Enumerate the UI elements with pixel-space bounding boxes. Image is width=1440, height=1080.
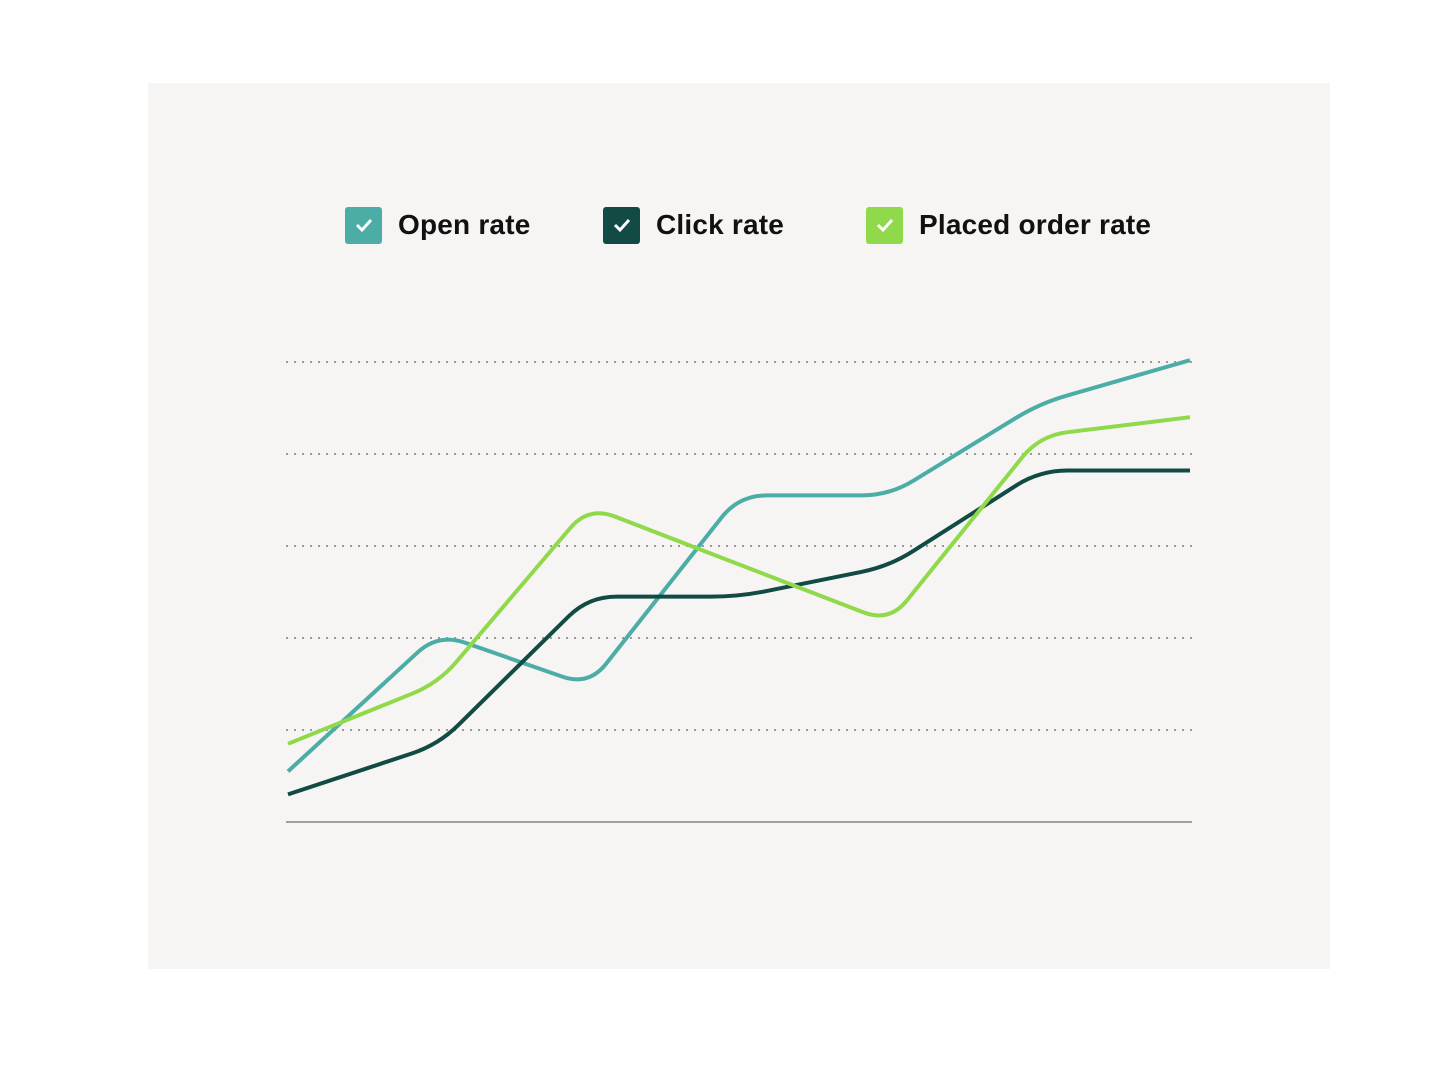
legend-label: Placed order rate [919, 209, 1152, 240]
series-line-open-rate [286, 358, 1191, 773]
checkmark-icon [876, 218, 893, 233]
legend-item-click-rate[interactable]: Click rate [603, 206, 784, 244]
legend-label: Open rate [398, 209, 531, 240]
series-line-placed-order-rate [287, 415, 1191, 746]
checkbox-click-rate[interactable] [603, 206, 640, 244]
checkmark-icon [613, 218, 630, 233]
checkbox-placed-order-rate[interactable] [866, 206, 903, 244]
legend-item-open-rate[interactable]: Open rate [345, 206, 531, 244]
checkbox-open-rate[interactable] [345, 206, 382, 244]
legend-label: Click rate [656, 209, 785, 240]
legend-item-placed-order-rate[interactable]: Placed order rate [866, 206, 1151, 244]
series-line-click-rate [287, 468, 1190, 797]
checkmark-icon [355, 218, 372, 233]
